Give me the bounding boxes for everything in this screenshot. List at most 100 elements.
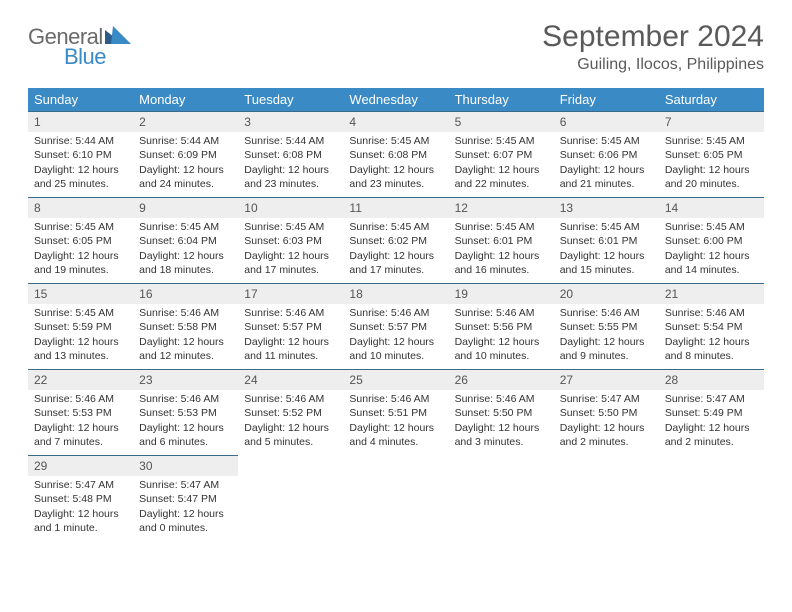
sunset-text: Sunset: 5:50 PM bbox=[455, 406, 548, 420]
calendar-row: 8Sunrise: 5:45 AMSunset: 6:05 PMDaylight… bbox=[28, 198, 764, 284]
sunset-text: Sunset: 5:58 PM bbox=[139, 320, 232, 334]
daylight-text: and 20 minutes. bbox=[665, 177, 758, 191]
sunset-text: Sunset: 6:08 PM bbox=[349, 148, 442, 162]
daylight-text: Daylight: 12 hours bbox=[139, 421, 232, 435]
sunrise-text: Sunrise: 5:45 AM bbox=[34, 220, 127, 234]
logo: General Blue bbox=[28, 20, 131, 70]
day-number: 7 bbox=[659, 112, 764, 132]
calendar-cell: 19Sunrise: 5:46 AMSunset: 5:56 PMDayligh… bbox=[449, 284, 554, 370]
sunset-text: Sunset: 5:53 PM bbox=[34, 406, 127, 420]
day-number: 18 bbox=[343, 284, 448, 304]
daylight-text: Daylight: 12 hours bbox=[244, 335, 337, 349]
day-content: Sunrise: 5:47 AMSunset: 5:47 PMDaylight:… bbox=[133, 476, 238, 539]
day-content: Sunrise: 5:45 AMSunset: 6:05 PMDaylight:… bbox=[659, 132, 764, 195]
day-number: 23 bbox=[133, 370, 238, 390]
daylight-text: Daylight: 12 hours bbox=[34, 249, 127, 263]
calendar-cell: 23Sunrise: 5:46 AMSunset: 5:53 PMDayligh… bbox=[133, 370, 238, 456]
calendar-cell bbox=[554, 456, 659, 542]
daylight-text: Daylight: 12 hours bbox=[244, 163, 337, 177]
day-content: Sunrise: 5:46 AMSunset: 5:56 PMDaylight:… bbox=[449, 304, 554, 367]
daylight-text: Daylight: 12 hours bbox=[34, 163, 127, 177]
day-content: Sunrise: 5:47 AMSunset: 5:49 PMDaylight:… bbox=[659, 390, 764, 453]
calendar-cell: 26Sunrise: 5:46 AMSunset: 5:50 PMDayligh… bbox=[449, 370, 554, 456]
daylight-text: and 21 minutes. bbox=[560, 177, 653, 191]
sunrise-text: Sunrise: 5:45 AM bbox=[560, 134, 653, 148]
day-number: 12 bbox=[449, 198, 554, 218]
day-content: Sunrise: 5:47 AMSunset: 5:48 PMDaylight:… bbox=[28, 476, 133, 539]
daylight-text: Daylight: 12 hours bbox=[455, 335, 548, 349]
day-content: Sunrise: 5:46 AMSunset: 5:53 PMDaylight:… bbox=[28, 390, 133, 453]
day-content: Sunrise: 5:45 AMSunset: 6:08 PMDaylight:… bbox=[343, 132, 448, 195]
sunrise-text: Sunrise: 5:47 AM bbox=[665, 392, 758, 406]
day-header: Thursday bbox=[449, 88, 554, 112]
sunset-text: Sunset: 6:07 PM bbox=[455, 148, 548, 162]
day-number: 9 bbox=[133, 198, 238, 218]
day-content: Sunrise: 5:45 AMSunset: 6:00 PMDaylight:… bbox=[659, 218, 764, 281]
day-number: 3 bbox=[238, 112, 343, 132]
calendar-cell: 27Sunrise: 5:47 AMSunset: 5:50 PMDayligh… bbox=[554, 370, 659, 456]
day-number: 20 bbox=[554, 284, 659, 304]
daylight-text: Daylight: 12 hours bbox=[455, 163, 548, 177]
daylight-text: Daylight: 12 hours bbox=[349, 421, 442, 435]
calendar-cell: 30Sunrise: 5:47 AMSunset: 5:47 PMDayligh… bbox=[133, 456, 238, 542]
calendar-cell: 2Sunrise: 5:44 AMSunset: 6:09 PMDaylight… bbox=[133, 112, 238, 198]
sunrise-text: Sunrise: 5:47 AM bbox=[560, 392, 653, 406]
sunrise-text: Sunrise: 5:45 AM bbox=[349, 220, 442, 234]
day-content: Sunrise: 5:45 AMSunset: 6:07 PMDaylight:… bbox=[449, 132, 554, 195]
day-number: 14 bbox=[659, 198, 764, 218]
daylight-text: Daylight: 12 hours bbox=[665, 249, 758, 263]
calendar-row: 22Sunrise: 5:46 AMSunset: 5:53 PMDayligh… bbox=[28, 370, 764, 456]
calendar-cell: 18Sunrise: 5:46 AMSunset: 5:57 PMDayligh… bbox=[343, 284, 448, 370]
day-number: 15 bbox=[28, 284, 133, 304]
day-number: 2 bbox=[133, 112, 238, 132]
calendar-cell: 22Sunrise: 5:46 AMSunset: 5:53 PMDayligh… bbox=[28, 370, 133, 456]
sunset-text: Sunset: 6:02 PM bbox=[349, 234, 442, 248]
day-content: Sunrise: 5:44 AMSunset: 6:09 PMDaylight:… bbox=[133, 132, 238, 195]
sunrise-text: Sunrise: 5:45 AM bbox=[34, 306, 127, 320]
sunset-text: Sunset: 6:05 PM bbox=[665, 148, 758, 162]
sunset-text: Sunset: 5:49 PM bbox=[665, 406, 758, 420]
sunset-text: Sunset: 5:56 PM bbox=[455, 320, 548, 334]
calendar-table: Sunday Monday Tuesday Wednesday Thursday… bbox=[28, 88, 764, 542]
day-number: 6 bbox=[554, 112, 659, 132]
day-number: 21 bbox=[659, 284, 764, 304]
sunset-text: Sunset: 5:54 PM bbox=[665, 320, 758, 334]
location: Guiling, Ilocos, Philippines bbox=[542, 56, 764, 74]
sunrise-text: Sunrise: 5:46 AM bbox=[139, 306, 232, 320]
daylight-text: and 0 minutes. bbox=[139, 521, 232, 535]
sunrise-text: Sunrise: 5:46 AM bbox=[244, 306, 337, 320]
day-content: Sunrise: 5:44 AMSunset: 6:08 PMDaylight:… bbox=[238, 132, 343, 195]
calendar-cell: 16Sunrise: 5:46 AMSunset: 5:58 PMDayligh… bbox=[133, 284, 238, 370]
day-number: 19 bbox=[449, 284, 554, 304]
sunset-text: Sunset: 5:50 PM bbox=[560, 406, 653, 420]
daylight-text: Daylight: 12 hours bbox=[349, 335, 442, 349]
sunrise-text: Sunrise: 5:44 AM bbox=[139, 134, 232, 148]
calendar-cell bbox=[238, 456, 343, 542]
day-content: Sunrise: 5:45 AMSunset: 6:01 PMDaylight:… bbox=[449, 218, 554, 281]
day-number: 28 bbox=[659, 370, 764, 390]
day-content: Sunrise: 5:46 AMSunset: 5:55 PMDaylight:… bbox=[554, 304, 659, 367]
day-content: Sunrise: 5:45 AMSunset: 6:06 PMDaylight:… bbox=[554, 132, 659, 195]
sunset-text: Sunset: 5:52 PM bbox=[244, 406, 337, 420]
day-number: 27 bbox=[554, 370, 659, 390]
daylight-text: and 22 minutes. bbox=[455, 177, 548, 191]
calendar-cell: 7Sunrise: 5:45 AMSunset: 6:05 PMDaylight… bbox=[659, 112, 764, 198]
sunrise-text: Sunrise: 5:46 AM bbox=[560, 306, 653, 320]
daylight-text: and 2 minutes. bbox=[665, 435, 758, 449]
sunset-text: Sunset: 5:59 PM bbox=[34, 320, 127, 334]
sunset-text: Sunset: 5:53 PM bbox=[139, 406, 232, 420]
sunrise-text: Sunrise: 5:47 AM bbox=[139, 478, 232, 492]
title-block: September 2024 Guiling, Ilocos, Philippi… bbox=[542, 20, 764, 74]
calendar-cell bbox=[449, 456, 554, 542]
daylight-text: Daylight: 12 hours bbox=[244, 421, 337, 435]
calendar-cell: 25Sunrise: 5:46 AMSunset: 5:51 PMDayligh… bbox=[343, 370, 448, 456]
daylight-text: and 23 minutes. bbox=[349, 177, 442, 191]
day-content: Sunrise: 5:46 AMSunset: 5:57 PMDaylight:… bbox=[343, 304, 448, 367]
calendar-cell: 17Sunrise: 5:46 AMSunset: 5:57 PMDayligh… bbox=[238, 284, 343, 370]
daylight-text: Daylight: 12 hours bbox=[560, 163, 653, 177]
day-number: 24 bbox=[238, 370, 343, 390]
calendar-cell: 3Sunrise: 5:44 AMSunset: 6:08 PMDaylight… bbox=[238, 112, 343, 198]
sunset-text: Sunset: 6:05 PM bbox=[34, 234, 127, 248]
daylight-text: Daylight: 12 hours bbox=[349, 163, 442, 177]
day-content: Sunrise: 5:44 AMSunset: 6:10 PMDaylight:… bbox=[28, 132, 133, 195]
